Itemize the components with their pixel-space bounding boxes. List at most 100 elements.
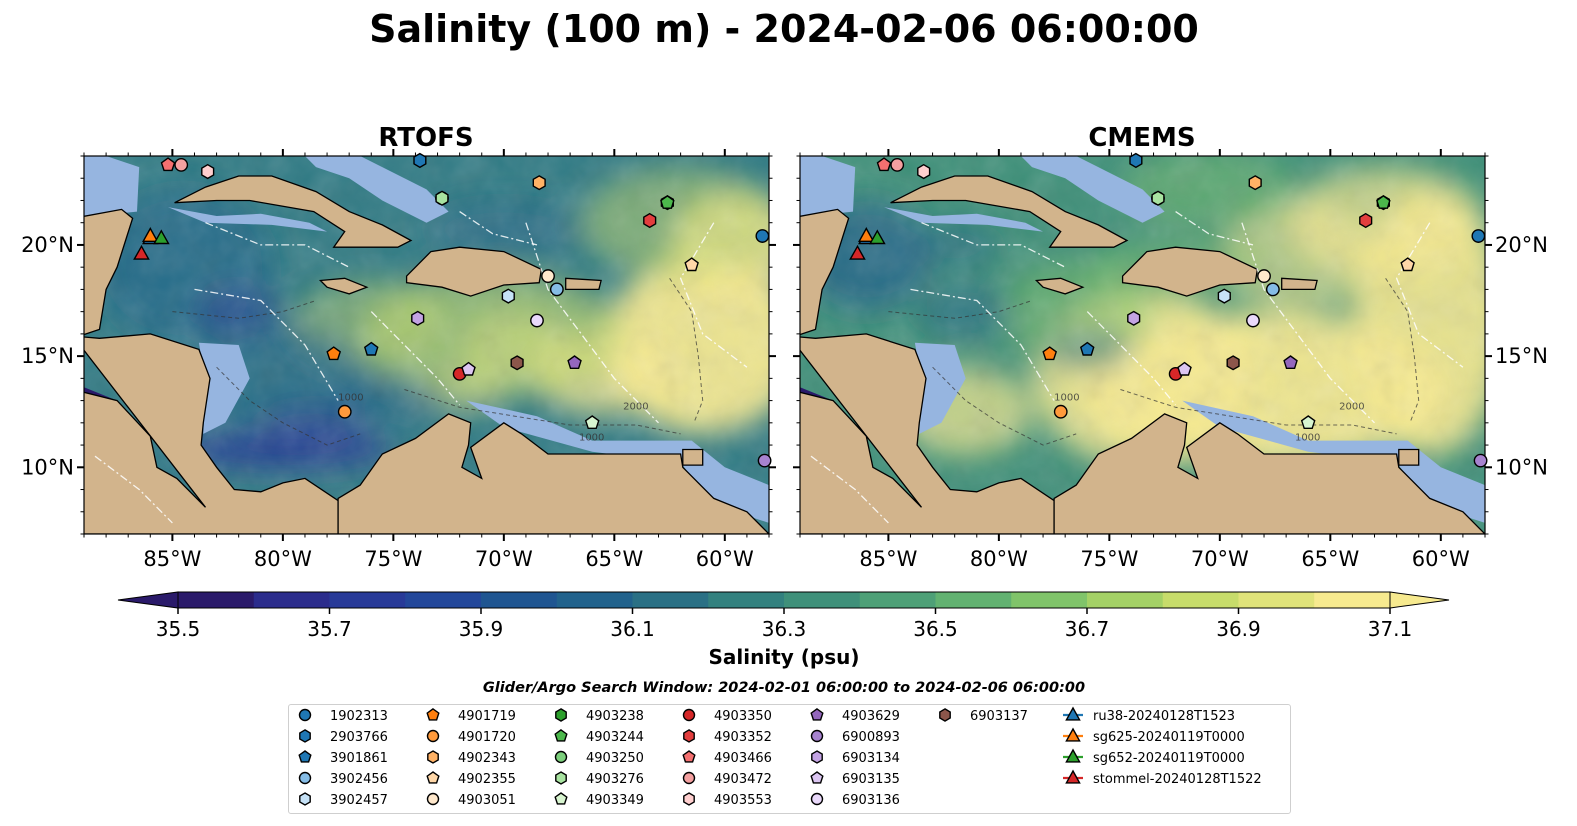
southam-land [337, 413, 769, 534]
glider-sg652-20240119T0000 [153, 229, 170, 245]
legend-entry: 3902457 [299, 792, 388, 808]
contour-label: 2000 [1339, 401, 1364, 412]
x-tick-label: 70°W [1191, 547, 1249, 571]
colorbar-tick-label: 35.7 [307, 617, 352, 641]
argo-float-6903137 [1226, 355, 1240, 371]
depth-contour [172, 300, 317, 319]
legend-entry: sg625-20240119T0000 [1063, 727, 1245, 745]
legend-label: 6903137 [970, 709, 1028, 724]
legend-marker-4903350 [682, 708, 696, 722]
argo-float-3902456 [549, 282, 564, 297]
argo-float-4903466 [160, 157, 176, 172]
argo-float-4903466 [876, 157, 892, 172]
eez-boundary [910, 288, 1055, 401]
eez-boundary [1395, 222, 1464, 368]
legend-label: 4903244 [586, 730, 644, 745]
legend-entry: 6900893 [810, 729, 900, 745]
argo-float-4901719 [1042, 346, 1058, 361]
nicaragua-shelf-region [198, 342, 250, 434]
argo-float-6903134 [411, 310, 425, 326]
colorbar-bin [708, 592, 785, 608]
centralam-land [800, 333, 1055, 534]
legend-marker-4901720 [426, 729, 440, 743]
x-tick-label: 85°W [143, 547, 201, 571]
legend-entry: 4903276 [555, 771, 644, 787]
legend-entry: 6903137 [939, 708, 1028, 724]
legend-entry: 4903349 [554, 792, 644, 808]
x-tick-label: 70°W [475, 547, 533, 571]
legend-entry: 6903136 [810, 792, 900, 808]
colorbar-extend-high [1389, 591, 1450, 609]
depth-contour [1120, 389, 1397, 435]
argo-float-2903766 [1129, 152, 1143, 169]
argo-float-6903134 [1127, 310, 1141, 326]
contour-label: 1000 [1054, 393, 1079, 404]
legend-label: sg625-20240119T0000 [1093, 730, 1245, 745]
legend-label: 4903466 [714, 751, 772, 766]
legend-marker-3901861 [298, 750, 312, 763]
legend-glider-stommel-20240128T1522 [1065, 769, 1081, 784]
x-tick-label: 75°W [364, 547, 422, 571]
legend-entry: 4903250 [554, 750, 644, 766]
argo-float-4901720 [1053, 404, 1068, 419]
cmems-markers [849, 152, 1488, 468]
jamaica-land [1034, 277, 1085, 295]
legend-label: 3902457 [330, 793, 388, 808]
colorbar-bin [481, 592, 558, 608]
legend-marker-1902313 [298, 708, 312, 722]
argo-float-4903352 [1359, 212, 1373, 229]
argo-float-4903553 [917, 163, 931, 180]
legend-entry: 4902343 [427, 750, 516, 766]
trinidad-land [682, 448, 704, 466]
x-tick-label: 65°W [1301, 547, 1359, 571]
legend-entry: 6903134 [811, 750, 900, 766]
eez-boundary [1086, 311, 1177, 406]
eez-boundary [921, 222, 1066, 268]
yucatan-land [800, 208, 850, 336]
argo-float-1902313 [755, 229, 770, 243]
legend-entry: 4903238 [555, 708, 644, 724]
figure-title: Salinity (100 m) - 2024-02-06 06:00:00 [369, 7, 1199, 51]
colorbar-bin [178, 592, 255, 608]
colorbar-bin [1011, 592, 1088, 608]
legend-label: 4902343 [458, 751, 516, 766]
argo-float-3901861 [363, 341, 379, 356]
depth-contour [404, 389, 681, 435]
y-tick-label: 10°N [21, 455, 74, 479]
depth-contour [669, 278, 704, 423]
legend-label: 3902456 [330, 772, 388, 787]
argo-float-2903766 [413, 152, 427, 169]
contour-label: 1000 [1295, 433, 1320, 444]
colorbar-bin [329, 592, 406, 608]
argo-float-4903472 [890, 157, 905, 172]
colorbar-tick-label: 36.7 [1065, 617, 1110, 641]
legend: 1902313 2903766 3901861 3902456 3902457 49017… [288, 704, 1291, 814]
colorbar: 35.5 35.7 35.9 36.1 36.3 36.5 36.7 36.9 37.1 [117, 591, 1450, 641]
eez-boundary [194, 288, 339, 401]
venezuela-shelf-region [466, 400, 769, 523]
argo-float-4902355 [684, 257, 699, 272]
legend-entry: stommel-20240128T1522 [1063, 769, 1262, 787]
puertorico-land [1281, 277, 1318, 291]
southam-land [1053, 413, 1485, 534]
legend-entry: 4901719 [426, 708, 516, 724]
glider-stommel-20240128T1522 [133, 244, 150, 260]
argo-float-4903244 [660, 195, 675, 209]
colorbar-bin [1314, 592, 1391, 608]
eez-boundary [370, 311, 461, 406]
argo-float-6903136 [1246, 313, 1260, 328]
legend-marker-3902456 [298, 771, 312, 785]
x-tick-label: 80°W [254, 547, 312, 571]
centralam-land [84, 333, 339, 534]
legend-entry: 4903629 [810, 708, 900, 724]
legend-entry: 3902456 [298, 771, 388, 787]
argo-float-4903349 [1300, 415, 1316, 429]
argo-float-4903629 [567, 355, 582, 370]
legend-glider-ru38-20240128T1523 [1065, 706, 1081, 721]
legend-marker-6903137 [939, 708, 951, 722]
legend-marker-6903134 [811, 750, 823, 764]
argo-float-4903051 [541, 269, 555, 283]
argo-float-4901720 [337, 404, 352, 419]
legend-marker-3902457 [299, 792, 311, 806]
